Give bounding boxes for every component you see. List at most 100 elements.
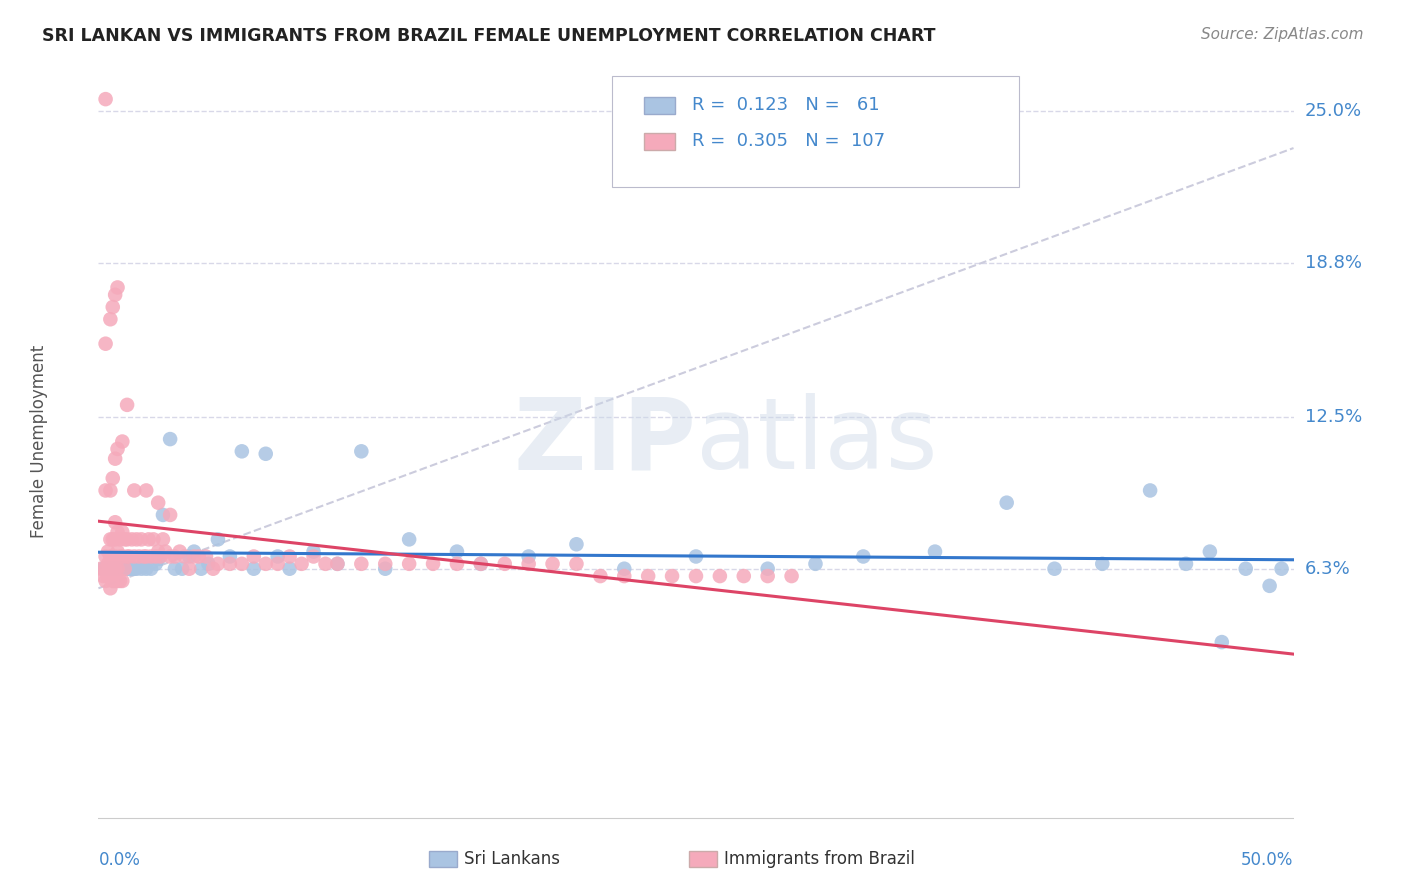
- Point: [121, 562, 143, 576]
- Point: [90, 562, 112, 576]
- Point: [115, 562, 138, 576]
- Point: [291, 557, 314, 571]
- Point: [139, 562, 162, 576]
- Point: [104, 287, 127, 301]
- Point: [470, 557, 492, 571]
- Point: [94, 336, 117, 351]
- Point: [183, 549, 205, 564]
- Point: [98, 569, 122, 583]
- Point: [169, 544, 191, 558]
- Point: [315, 557, 337, 571]
- Point: [114, 562, 136, 576]
- Text: 6.3%: 6.3%: [1305, 559, 1350, 578]
- Point: [107, 562, 129, 576]
- Point: [173, 549, 195, 564]
- Text: 25.0%: 25.0%: [1305, 103, 1362, 120]
- Point: [187, 549, 209, 564]
- Text: SRI LANKAN VS IMMIGRANTS FROM BRAZIL FEMALE UNEMPLOYMENT CORRELATION CHART: SRI LANKAN VS IMMIGRANTS FROM BRAZIL FEM…: [42, 27, 935, 45]
- Point: [94, 549, 117, 564]
- Text: Immigrants from Brazil: Immigrants from Brazil: [724, 850, 915, 868]
- Point: [374, 557, 396, 571]
- Point: [1271, 562, 1294, 576]
- Point: [104, 562, 127, 576]
- Point: [101, 562, 124, 576]
- Point: [148, 552, 170, 566]
- Point: [101, 533, 124, 547]
- Text: Source: ZipAtlas.com: Source: ZipAtlas.com: [1201, 27, 1364, 42]
- Point: [159, 432, 181, 446]
- Text: 50.0%: 50.0%: [1241, 851, 1294, 869]
- Point: [1091, 557, 1114, 571]
- Point: [302, 544, 325, 558]
- Point: [278, 562, 301, 576]
- Point: [924, 544, 946, 558]
- Point: [139, 549, 162, 564]
- Point: [111, 434, 134, 449]
- Text: R =  0.305   N =  107: R = 0.305 N = 107: [692, 132, 884, 150]
- Point: [159, 508, 181, 522]
- Text: Sri Lankans: Sri Lankans: [464, 850, 560, 868]
- Point: [98, 582, 122, 596]
- Point: [302, 549, 325, 564]
- Point: [97, 557, 120, 571]
- Point: [91, 569, 114, 583]
- Point: [589, 569, 612, 583]
- Point: [101, 574, 124, 588]
- Point: [104, 562, 127, 576]
- Point: [756, 562, 779, 576]
- Point: [804, 557, 827, 571]
- Point: [243, 549, 266, 564]
- Point: [565, 537, 588, 551]
- Point: [107, 544, 129, 558]
- Point: [243, 562, 266, 576]
- Point: [101, 471, 124, 485]
- Text: Female Unemployment: Female Unemployment: [30, 345, 48, 538]
- Point: [108, 549, 131, 564]
- Point: [145, 549, 167, 564]
- Point: [111, 574, 134, 588]
- Text: 18.8%: 18.8%: [1305, 254, 1361, 272]
- Point: [104, 515, 127, 529]
- Point: [733, 569, 755, 583]
- Point: [107, 524, 129, 539]
- Point: [685, 569, 707, 583]
- Point: [219, 549, 242, 564]
- Point: [115, 398, 138, 412]
- Point: [398, 533, 420, 547]
- Point: [202, 562, 225, 576]
- Point: [267, 557, 290, 571]
- Point: [101, 300, 124, 314]
- Point: [115, 549, 138, 564]
- Point: [1175, 557, 1198, 571]
- Point: [145, 557, 167, 571]
- Point: [111, 562, 134, 576]
- Point: [446, 557, 468, 571]
- Point: [494, 557, 516, 571]
- Point: [155, 544, 177, 558]
- Point: [159, 549, 181, 564]
- Point: [131, 533, 153, 547]
- Point: [1139, 483, 1161, 498]
- Point: [94, 92, 117, 106]
- Point: [374, 562, 396, 576]
- Point: [128, 549, 150, 564]
- Point: [98, 562, 122, 576]
- Point: [163, 549, 186, 564]
- Point: [565, 557, 588, 571]
- Point: [219, 557, 242, 571]
- Point: [94, 574, 117, 588]
- Point: [350, 557, 373, 571]
- Point: [231, 557, 253, 571]
- Point: [124, 562, 146, 576]
- Point: [97, 544, 120, 558]
- Point: [107, 280, 129, 294]
- Point: [1234, 562, 1257, 576]
- Point: [149, 549, 172, 564]
- Point: [267, 549, 290, 564]
- Point: [179, 549, 201, 564]
- Point: [207, 533, 229, 547]
- Text: 0.0%: 0.0%: [98, 851, 141, 869]
- Point: [1211, 635, 1233, 649]
- Point: [98, 533, 122, 547]
- Point: [148, 496, 170, 510]
